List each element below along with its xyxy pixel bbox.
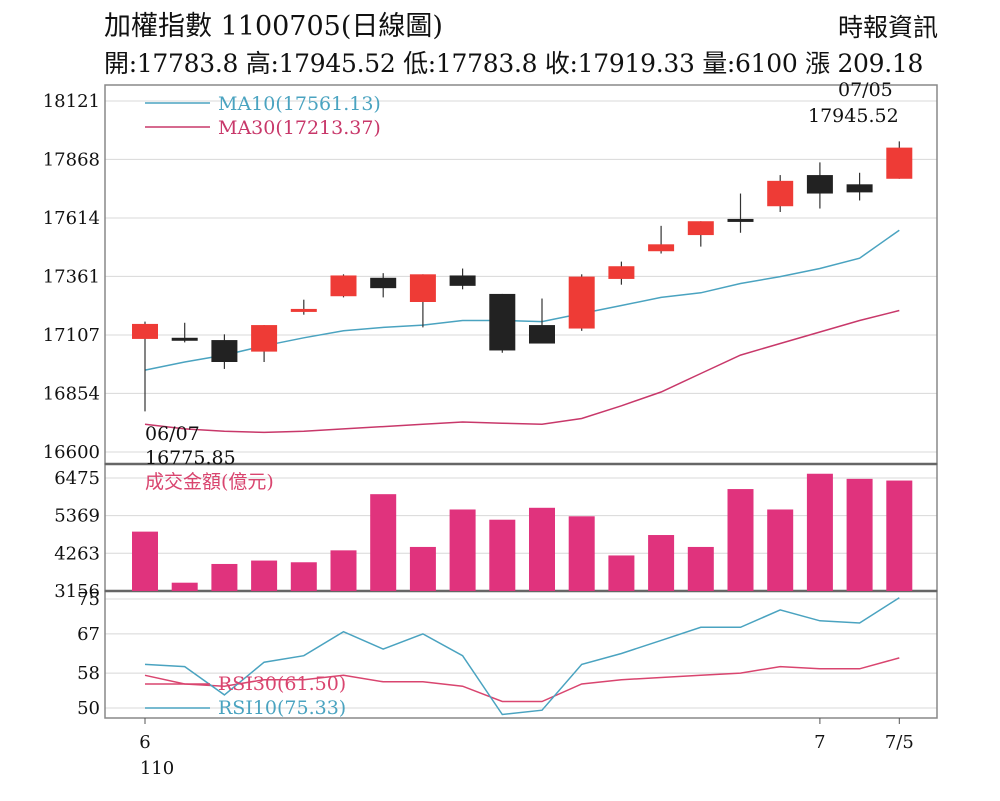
candle-body-4: [290, 308, 317, 312]
rsi-tick-label-1: 67: [77, 624, 100, 645]
ma10-legend-label: MA10(17561.13): [218, 93, 381, 115]
candle-body-14: [687, 221, 714, 236]
price-tick-label-6: 16600: [43, 442, 100, 463]
price-tick-label-1: 17868: [43, 149, 100, 170]
candle-body-18: [846, 184, 873, 193]
low-annotation-value: 16775.85: [145, 447, 236, 469]
x-tick-labels: 6 110 7 7/5: [139, 718, 914, 779]
candle-body-10: [529, 325, 555, 344]
rsi10-line: [144, 597, 900, 716]
candle-body-17: [806, 175, 833, 194]
rsi30-legend-label: RSI30(61.50): [218, 673, 346, 695]
price-tick-label-0: 18121: [43, 91, 100, 112]
candle-body-3: [251, 325, 278, 352]
x-tick-label-0: 6: [139, 732, 150, 753]
volume-tick-label-1: 5369: [54, 506, 100, 527]
candle-body-8: [449, 275, 476, 286]
panel-frames: [104, 84, 938, 719]
candle-body-7: [409, 274, 436, 302]
volume-bar-6: [370, 494, 397, 591]
candle-body-1: [171, 337, 198, 341]
candle-body-16: [767, 180, 794, 207]
candle-body-6: [370, 277, 397, 289]
candlesticks: [132, 141, 913, 412]
candle-body-19: [886, 147, 913, 179]
rsi30-line: [144, 657, 900, 703]
ma30-legend-label: MA30(17213.37): [218, 117, 381, 139]
source-label: 時報資訊: [837, 13, 938, 42]
x-tick-label-2: 7/5: [885, 732, 914, 753]
volume-bar-2: [211, 563, 238, 591]
y-tick-labels: 18121 17868 17614 17361 17107 16854 16600 6475 5…: [43, 91, 100, 719]
price-tick-label-3: 17361: [43, 266, 100, 287]
rsi-tick-label-3: 50: [77, 698, 100, 719]
candle-body-13: [648, 244, 675, 252]
volume-bar-15: [727, 489, 754, 591]
volume-bar-16: [767, 509, 794, 591]
ma30-line: [144, 309, 900, 434]
price-tick-label-4: 17107: [43, 325, 100, 346]
volume-bar-18: [846, 478, 873, 591]
volume-title: 成交金額(億元): [145, 471, 274, 493]
candle-body-15: [727, 218, 754, 222]
volume-bars: [132, 473, 913, 591]
volume-tick-label-3: 3156: [54, 581, 100, 602]
candle-body-12: [608, 266, 635, 279]
rsi-lines: [144, 597, 900, 716]
volume-bar-4: [290, 562, 317, 591]
rsi10-legend-label: RSI10(75.33): [218, 697, 346, 719]
volume-tick-label-0: 6475: [54, 468, 100, 489]
candle-body-5: [330, 275, 357, 297]
grid-lines: [105, 100, 937, 709]
candle-body-11: [568, 276, 595, 329]
panel-frame-0: [104, 84, 938, 465]
candle-body-9: [489, 293, 516, 351]
rsi-tick-label-0: 75: [77, 589, 100, 610]
volume-bar-9: [489, 519, 516, 591]
volume-bar-8: [449, 509, 476, 591]
rsi-tick-label-2: 58: [77, 663, 100, 684]
candle-body-0: [132, 323, 158, 339]
volume-bar-17: [806, 473, 833, 591]
volume-bar-5: [330, 550, 357, 591]
price-tick-label-5: 16854: [43, 383, 100, 404]
volume-bar-7: [409, 546, 436, 591]
x-tick-label-1: 7: [814, 732, 825, 753]
high-annotation-value: 17945.52: [808, 105, 899, 127]
volume-bar-1: [171, 582, 198, 591]
low-annotation-date: 06/07: [145, 423, 200, 445]
chart-title: 加權指數 1100705(日線圖): [104, 11, 443, 42]
volume-bar-12: [608, 555, 635, 591]
high-annotation-date: 07/05: [838, 79, 893, 101]
volume-bar-13: [648, 535, 675, 591]
volume-bar-3: [251, 560, 278, 591]
volume-tick-label-2: 4263: [54, 543, 100, 564]
candle-body-2: [211, 340, 238, 362]
volume-bar-0: [132, 531, 158, 591]
volume-bar-14: [687, 546, 714, 591]
price-tick-label-2: 17614: [43, 208, 100, 229]
volume-bar-11: [568, 516, 595, 591]
volume-bar-10: [529, 507, 555, 591]
ohlc-stats: 開:17783.8 高:17945.52 低:17783.8 收:17919.3…: [104, 49, 924, 78]
volume-bar-19: [886, 480, 913, 591]
x-tick-sublabel-0: 110: [140, 758, 174, 779]
